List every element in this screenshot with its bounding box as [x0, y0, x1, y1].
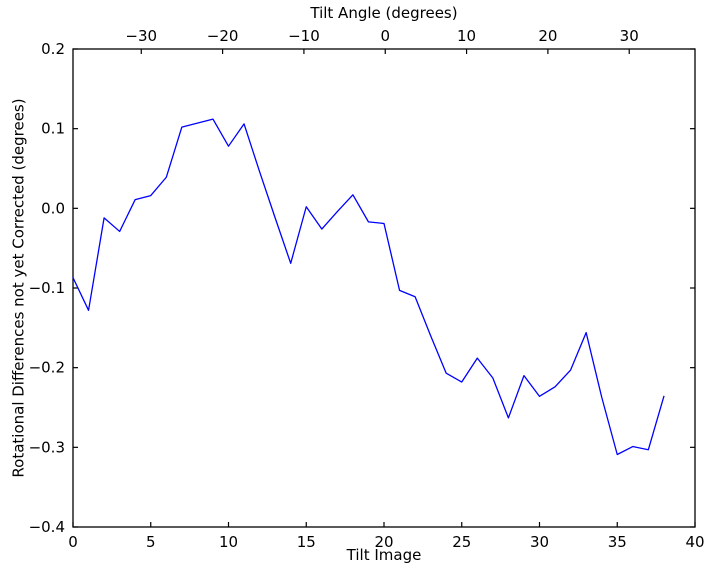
top-axis-title: Tilt Angle (degrees)	[310, 4, 458, 22]
x-tick-label: 15	[297, 533, 316, 551]
x-tick-label: 35	[608, 533, 627, 551]
x-tick-label: 0	[68, 533, 78, 551]
x-tick-label: 20	[374, 533, 393, 551]
axes-frame	[72, 48, 696, 528]
x-tick-label: 5	[146, 533, 156, 551]
y-tick-label: −0.3	[29, 438, 65, 456]
y-tick-label: −0.2	[29, 359, 65, 377]
y-tick-label: 0.1	[41, 120, 65, 138]
y-axis-label: Rotational Differences not yet Corrected…	[9, 98, 28, 478]
y-tick-label: 0.2	[41, 40, 65, 58]
data-line	[72, 118, 665, 456]
top-tick-label: −30	[125, 27, 157, 45]
top-tick-label: 20	[538, 27, 557, 45]
x-tick-label: 10	[219, 533, 238, 551]
top-tick-label: −20	[207, 27, 239, 45]
y-tick-label: −0.1	[29, 279, 65, 297]
top-tick-label: −10	[288, 27, 320, 45]
y-tick-label: −0.4	[29, 518, 65, 536]
top-tick-label: 30	[620, 27, 639, 45]
x-tick-label: 25	[452, 533, 471, 551]
x-tick-label: 40	[685, 533, 704, 551]
x-axis-label: Tilt Image	[346, 546, 422, 564]
x-tick-label: 30	[530, 533, 549, 551]
top-tick-label: 0	[380, 27, 390, 45]
top-tick-label: 10	[457, 27, 476, 45]
y-tick-label: 0.0	[41, 199, 65, 217]
